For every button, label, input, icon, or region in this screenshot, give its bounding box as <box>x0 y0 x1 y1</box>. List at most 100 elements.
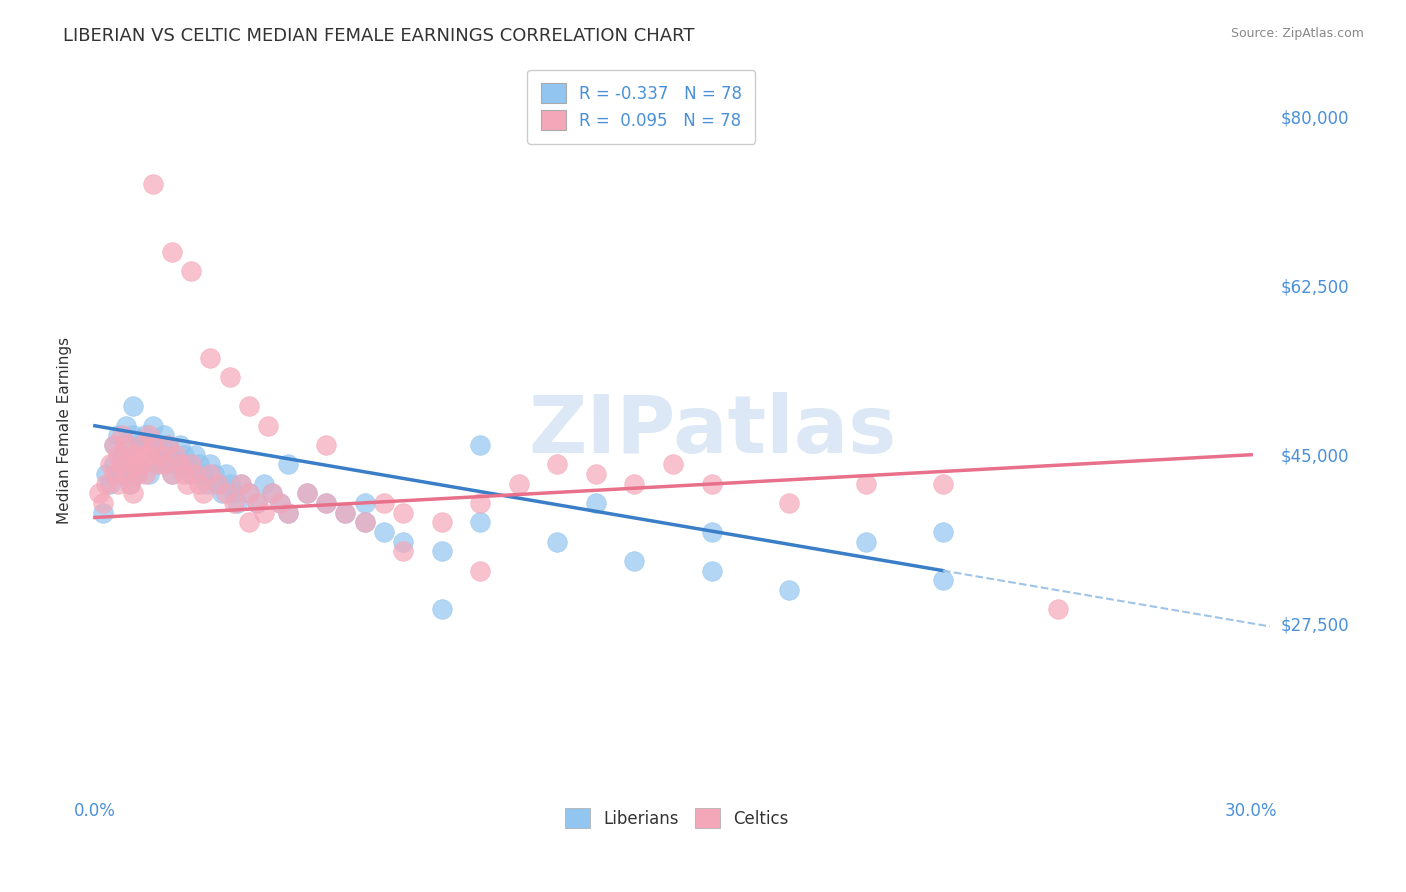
Point <box>129 438 152 452</box>
Point <box>142 418 165 433</box>
Point <box>470 438 492 452</box>
Point <box>103 438 125 452</box>
Point <box>315 496 337 510</box>
Point <box>180 264 202 278</box>
Point <box>87 486 110 500</box>
Point <box>200 467 222 481</box>
Point <box>200 458 222 472</box>
Point <box>585 467 607 481</box>
Point <box>277 458 299 472</box>
Point <box>103 467 125 481</box>
Point <box>207 476 229 491</box>
Point <box>932 573 955 587</box>
Point <box>778 496 800 510</box>
Point <box>127 448 149 462</box>
Point <box>353 496 375 510</box>
Legend: Liberians, Celtics: Liberians, Celtics <box>558 801 796 835</box>
Point <box>222 486 245 500</box>
Point <box>277 506 299 520</box>
Point <box>157 438 180 452</box>
Point <box>173 448 195 462</box>
Point <box>231 476 253 491</box>
Point <box>91 506 114 520</box>
Point <box>277 506 299 520</box>
Point <box>180 467 202 481</box>
Point <box>160 467 183 481</box>
Point <box>226 496 249 510</box>
Point <box>111 428 134 442</box>
Point <box>169 438 191 452</box>
Point <box>215 467 238 481</box>
Point <box>153 428 176 442</box>
Point <box>114 458 136 472</box>
Point <box>215 486 238 500</box>
Point <box>138 467 160 481</box>
Point <box>103 458 125 472</box>
Point <box>269 496 291 510</box>
Point <box>191 486 214 500</box>
Point <box>107 476 129 491</box>
Point <box>231 476 253 491</box>
Point <box>118 476 141 491</box>
Point <box>195 476 218 491</box>
Point <box>269 496 291 510</box>
Point <box>134 448 156 462</box>
Point <box>191 467 214 481</box>
Point <box>211 486 233 500</box>
Point <box>353 516 375 530</box>
Point <box>253 476 276 491</box>
Text: ZIPatlas: ZIPatlas <box>529 392 897 469</box>
Point <box>246 496 269 510</box>
Point <box>165 448 187 462</box>
Point <box>149 448 172 462</box>
Point <box>470 564 492 578</box>
Point <box>238 486 260 500</box>
Point <box>335 506 357 520</box>
Point <box>107 428 129 442</box>
Point <box>430 516 453 530</box>
Point <box>129 458 152 472</box>
Point <box>246 496 269 510</box>
Point <box>98 476 121 491</box>
Point <box>392 534 415 549</box>
Point <box>160 244 183 259</box>
Point <box>184 448 207 462</box>
Point <box>142 178 165 192</box>
Point <box>700 476 723 491</box>
Point <box>353 516 375 530</box>
Point <box>335 506 357 520</box>
Point <box>470 516 492 530</box>
Point <box>122 486 145 500</box>
Point <box>238 400 260 414</box>
Point <box>134 467 156 481</box>
Point <box>238 516 260 530</box>
Point <box>111 448 134 462</box>
Point <box>187 458 209 472</box>
Point <box>114 418 136 433</box>
Point <box>111 467 134 481</box>
Point <box>153 458 176 472</box>
Point <box>138 428 160 442</box>
Point <box>218 370 240 384</box>
Point <box>778 582 800 597</box>
Point <box>546 458 568 472</box>
Text: LIBERIAN VS CELTIC MEDIAN FEMALE EARNINGS CORRELATION CHART: LIBERIAN VS CELTIC MEDIAN FEMALE EARNING… <box>63 27 695 45</box>
Point <box>623 554 645 568</box>
Point <box>157 438 180 452</box>
Point <box>165 458 187 472</box>
Point <box>114 467 136 481</box>
Point <box>145 438 167 452</box>
Point <box>122 428 145 442</box>
Point <box>160 448 183 462</box>
Point <box>118 438 141 452</box>
Point <box>623 476 645 491</box>
Point <box>145 458 167 472</box>
Point <box>122 458 145 472</box>
Point <box>238 486 260 500</box>
Point <box>180 458 202 472</box>
Y-axis label: Median Female Earnings: Median Female Earnings <box>58 337 72 524</box>
Point <box>508 476 530 491</box>
Point <box>169 458 191 472</box>
Point <box>118 476 141 491</box>
Point <box>700 524 723 539</box>
